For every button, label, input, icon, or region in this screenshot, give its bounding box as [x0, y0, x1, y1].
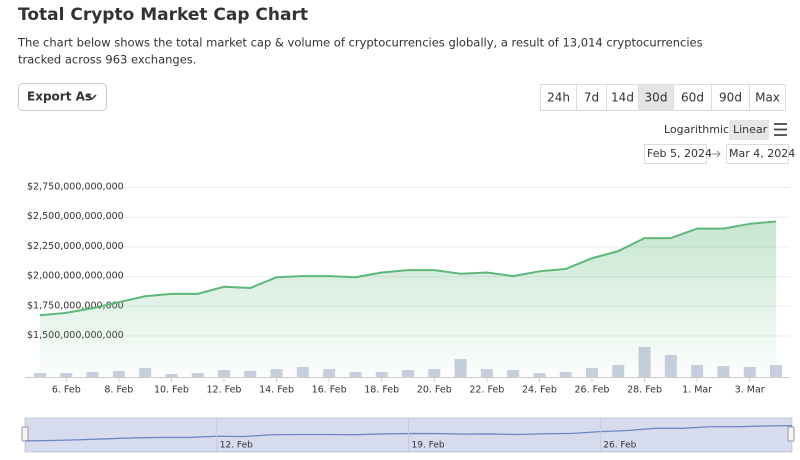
x-tick-label: 16. Feb — [312, 385, 347, 396]
date-from-text: Feb 5, 2024 — [647, 147, 712, 160]
plot: $1,500,000,000,000$1,750,000,000,000$2,0… — [25, 182, 790, 396]
x-tick-label: 22. Feb — [469, 385, 504, 396]
x-tick-label: 12. Feb — [207, 385, 242, 396]
x-tick-label: 26. Feb — [575, 385, 610, 396]
x-tick-label: 10. Feb — [154, 385, 189, 396]
range-button[interactable]: 7d — [576, 84, 607, 111]
range-button[interactable]: 14d — [606, 84, 639, 111]
range-button-label: 60d — [681, 91, 704, 105]
x-tick-label: 20. Feb — [417, 385, 452, 396]
scale-toggle: Logarithmic Linear — [664, 120, 769, 140]
x-tick-label: 24. Feb — [522, 385, 557, 396]
range-button[interactable]: 90d — [711, 84, 750, 111]
subtitle: tracked across 963 exchanges. — [18, 53, 196, 67]
x-tick-label: 8. Feb — [104, 385, 133, 396]
range-button-bg — [749, 84, 786, 111]
scale-button-label: Linear — [733, 123, 768, 136]
date-to-text: Mar 4, 2024 — [729, 147, 795, 160]
export-label: Export As — [27, 90, 92, 104]
x-tick-label: 14. Feb — [259, 385, 294, 396]
y-tick-label: $2,500,000,000,000 — [27, 211, 124, 222]
x-tick-label: 1. Mar — [682, 385, 712, 396]
x-tick-label: 6. Feb — [52, 385, 81, 396]
line — [39, 220, 777, 317]
range-button-bg — [711, 84, 750, 111]
title: Total Crypto Market Cap Chart — [18, 5, 308, 25]
y-tick-label: $2,250,000,000,000 — [27, 241, 124, 252]
menu-icon[interactable] — [774, 123, 787, 136]
range-button-bg — [673, 84, 712, 111]
export-button[interactable]: Export As — [18, 83, 107, 111]
range-button-bg — [606, 84, 639, 111]
scale-button-label: Logarithmic — [664, 123, 729, 136]
range-button-bg — [540, 84, 577, 111]
range-buttons: 24h 7d 14d 30d 60d 90d Max — [540, 84, 786, 111]
navigator: 12. Feb 19. Feb 26. Feb — [21, 417, 795, 453]
x-tick-label: 3. Mar — [735, 385, 765, 396]
x-tick-label: 28. Feb — [627, 385, 662, 396]
range-button-label: 7d — [584, 91, 599, 105]
range-button[interactable]: 30d — [638, 84, 674, 111]
navigator-label: 19. Feb — [412, 441, 445, 451]
y-tick-label: $1,750,000,000,000 — [27, 300, 124, 311]
y-tick-label: $2,000,000,000,000 — [27, 271, 124, 282]
range-button[interactable]: 24h — [540, 84, 577, 111]
range-button-label: 90d — [719, 91, 742, 105]
range-button-label: Max — [755, 91, 780, 105]
range-button-label: 14d — [611, 91, 634, 105]
range-button[interactable]: 60d — [673, 84, 712, 111]
arrow — [712, 150, 721, 158]
date-from[interactable]: Feb 5, 2024 — [644, 144, 712, 164]
range-button-label: 24h — [547, 91, 570, 105]
scale-button[interactable]: Logarithmic — [664, 123, 729, 136]
navigator-label: 26. Feb — [603, 441, 636, 451]
navigator-label: 12. Feb — [220, 441, 253, 451]
range-button[interactable]: Max — [749, 84, 786, 111]
scale-button-bg — [729, 120, 769, 140]
range-button-bg — [638, 84, 674, 111]
date-to[interactable]: Mar 4, 2024 — [726, 144, 796, 164]
range-button-bg — [576, 84, 607, 111]
area — [40, 221, 776, 377]
scale-button[interactable]: Linear — [729, 120, 769, 140]
subtitle: The chart below shows the total market c… — [17, 36, 703, 50]
range-button-label: 30d — [645, 91, 668, 105]
y-tick-label: $2,750,000,000,000 — [27, 182, 124, 193]
x-tick-label: 18. Feb — [364, 385, 399, 396]
